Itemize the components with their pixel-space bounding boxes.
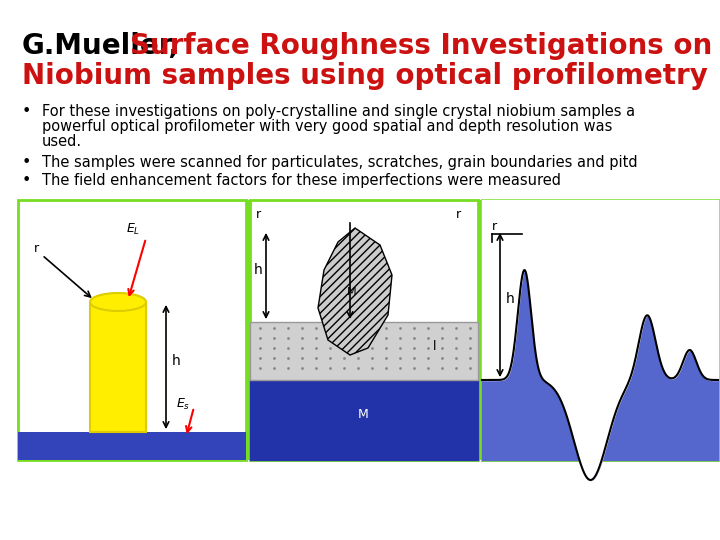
Bar xyxy=(250,380,478,460)
Text: •: • xyxy=(22,104,32,119)
Text: The samples were scanned for particulates, scratches, grain boundaries and pitd: The samples were scanned for particulate… xyxy=(42,155,638,170)
Text: $E_s$: $E_s$ xyxy=(176,397,190,412)
Bar xyxy=(250,322,478,380)
Text: h: h xyxy=(254,263,263,277)
Text: •: • xyxy=(22,173,32,188)
Text: powerful optical profilometer with very good spatial and depth resolution was: powerful optical profilometer with very … xyxy=(42,119,613,134)
Text: For these investigations on poly-crystalline and single crystal niobium samples : For these investigations on poly-crystal… xyxy=(42,104,635,119)
Text: •: • xyxy=(22,155,32,170)
Text: The field enhancement factors for these imperfections were measured: The field enhancement factors for these … xyxy=(42,173,561,188)
Ellipse shape xyxy=(90,293,146,311)
Text: M: M xyxy=(358,408,369,422)
Text: h: h xyxy=(172,354,181,368)
Text: r: r xyxy=(256,208,261,221)
Polygon shape xyxy=(318,228,392,355)
Text: r: r xyxy=(492,220,497,233)
Text: r: r xyxy=(456,208,461,221)
Text: Surface Roughness Investigations on: Surface Roughness Investigations on xyxy=(130,32,712,60)
Text: used.: used. xyxy=(42,134,82,149)
Text: r: r xyxy=(34,242,39,255)
Bar xyxy=(90,302,146,432)
Text: M: M xyxy=(347,287,356,297)
Text: h: h xyxy=(506,292,515,306)
Text: Niobium samples using optical profilometry: Niobium samples using optical profilomet… xyxy=(22,62,708,90)
Bar xyxy=(18,200,246,460)
Bar xyxy=(250,200,478,460)
Bar xyxy=(18,432,246,460)
Text: $E_L$: $E_L$ xyxy=(126,222,140,237)
Text: l: l xyxy=(433,340,436,353)
Bar xyxy=(18,200,702,460)
Bar xyxy=(482,200,718,460)
Text: G.Mueller,: G.Mueller, xyxy=(22,32,180,60)
Bar xyxy=(482,200,718,460)
